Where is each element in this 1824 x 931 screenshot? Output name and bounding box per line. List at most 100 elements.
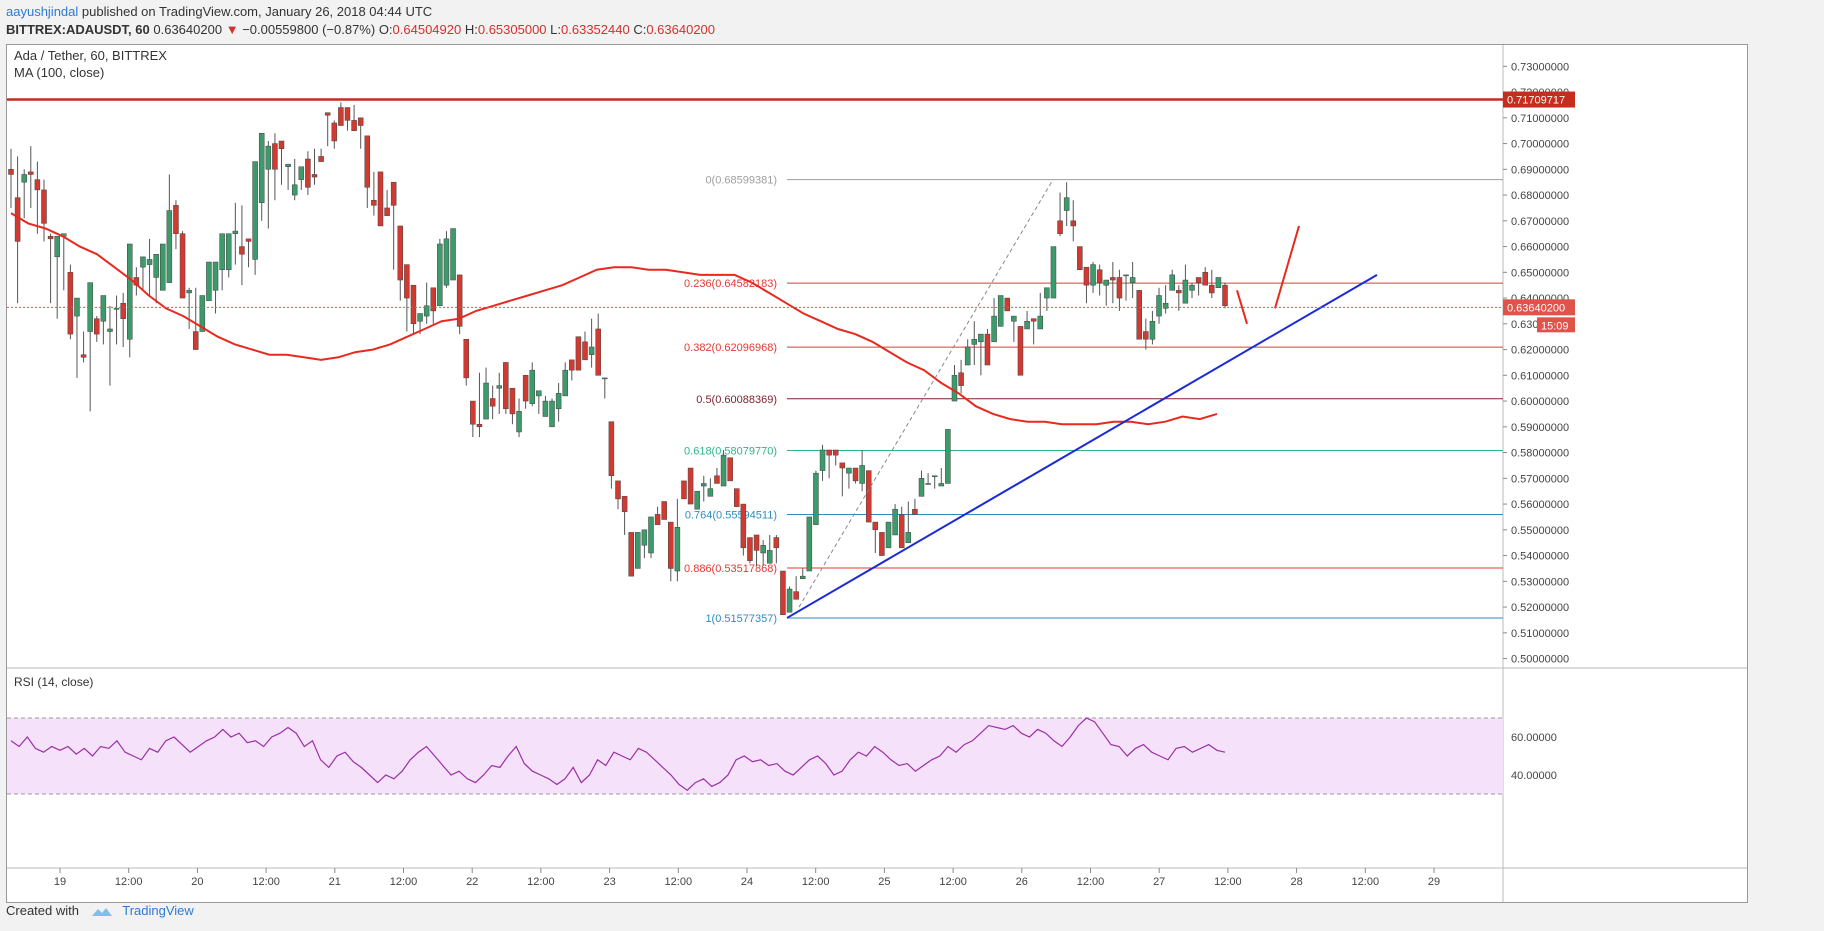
- y-tick-label: 0.73000000: [1511, 61, 1569, 73]
- candle-body: [417, 313, 423, 322]
- candle-body: [443, 238, 450, 286]
- candle-body: [311, 174, 318, 178]
- change-arrow-icon: ▼: [225, 22, 239, 37]
- price-change: −0.00559800 (−0.87%): [242, 22, 376, 37]
- candle-body: [786, 588, 793, 613]
- candle-body: [245, 238, 252, 242]
- candle-body: [34, 179, 41, 191]
- y-tick-label: 0.58000000: [1511, 448, 1569, 460]
- candle-body: [582, 341, 588, 361]
- candle-body: [872, 521, 879, 531]
- candle-body: [463, 339, 469, 379]
- candle-body: [318, 156, 324, 162]
- candle-body: [483, 382, 489, 420]
- candle-body: [991, 315, 997, 343]
- candle-body: [1215, 277, 1222, 289]
- candle-body: [1222, 284, 1228, 307]
- candle-body: [179, 233, 186, 299]
- candle-body: [192, 331, 199, 350]
- x-tick-label: 20: [191, 876, 203, 888]
- x-tick-label: 12:00: [252, 876, 280, 888]
- candle-body: [397, 225, 404, 281]
- published-text: published on TradingView.com, January 26…: [81, 4, 433, 19]
- candle-body: [1083, 266, 1090, 286]
- y-tick-label: 0.50000000: [1511, 654, 1569, 666]
- y-tick-label: 0.59000000: [1511, 422, 1569, 434]
- x-tick-label: 28: [1290, 876, 1302, 888]
- candle-body: [120, 302, 126, 319]
- x-tick-label: 12:00: [1214, 876, 1242, 888]
- resistance-price-tag: [1503, 91, 1575, 108]
- ohlc-open-value: 0.64504920: [392, 22, 462, 37]
- candle-body: [206, 261, 212, 301]
- candle-body: [879, 532, 885, 556]
- x-tick-label: 24: [741, 876, 753, 888]
- fib-anchor-line: [798, 179, 1054, 608]
- ma-100-line: [10, 212, 1218, 426]
- candle-body: [615, 480, 621, 500]
- candle-body: [1123, 274, 1129, 277]
- candle-body: [450, 228, 456, 281]
- x-tick-label: 12:00: [115, 876, 143, 888]
- chart-panel[interactable]: 0.730000000.720000000.710000000.70000000…: [6, 44, 1748, 903]
- candle-body: [635, 532, 641, 569]
- symbol-label: BITTREX:ADAUSDT, 60: [6, 22, 150, 37]
- candle-body: [1176, 290, 1182, 294]
- ohlc-close-label: C:: [633, 22, 647, 37]
- candle-body: [799, 575, 806, 579]
- candle-body: [166, 210, 173, 283]
- candle-body: [1070, 220, 1076, 227]
- candle-body: [529, 369, 535, 404]
- candle-body: [1209, 284, 1215, 294]
- x-tick-label: 12:00: [390, 876, 418, 888]
- ohlc-close-value: 0.63640200: [646, 22, 716, 37]
- candle-body: [80, 354, 87, 358]
- candle-body: [1024, 320, 1030, 330]
- candle-body: [674, 526, 681, 572]
- candle-body: [1156, 295, 1162, 317]
- y-tick-label: 0.65000000: [1511, 267, 1569, 279]
- candle-body: [1103, 279, 1109, 286]
- candle-body: [681, 480, 687, 500]
- projection-down-stroke: [1236, 290, 1248, 325]
- candle-body: [212, 261, 219, 291]
- candle-body: [1030, 318, 1037, 322]
- fib-level-label: 0.618(0.58079770): [684, 446, 777, 458]
- candle-body: [1182, 279, 1189, 304]
- candle-body: [1116, 277, 1123, 299]
- candle-body: [1162, 302, 1169, 309]
- y-tick-label: 0.62000000: [1511, 345, 1569, 357]
- candle-body: [978, 333, 984, 343]
- candle-body: [588, 346, 595, 355]
- x-tick-label: 22: [466, 876, 478, 888]
- tradingview-brand-link[interactable]: TradingView: [122, 903, 194, 918]
- candle-body: [351, 120, 357, 131]
- candle-body: [140, 256, 146, 268]
- candle-body: [1110, 277, 1116, 281]
- candle-body: [608, 421, 615, 476]
- candle-body: [324, 112, 331, 116]
- footer: Created with TradingView: [6, 903, 194, 929]
- rsi-label: RSI (14, close): [14, 675, 93, 689]
- candle-body: [898, 514, 905, 549]
- candle-body: [661, 501, 667, 520]
- candle-body: [377, 171, 384, 227]
- candle-body: [113, 308, 120, 310]
- candle-body: [1096, 269, 1103, 283]
- candle-body: [1004, 297, 1011, 312]
- candle-body: [1011, 315, 1017, 322]
- candle-body: [67, 272, 74, 335]
- y-tick-label: 0.68000000: [1511, 190, 1569, 202]
- publish-header: aayushjindal published on TradingView.co…: [0, 0, 1824, 44]
- candle-body: [404, 264, 410, 299]
- author-link[interactable]: aayushjindal: [6, 4, 79, 19]
- price-chart[interactable]: 0.730000000.720000000.710000000.70000000…: [7, 45, 1747, 902]
- chart-title: Ada / Tether, 60, BITTREX: [14, 48, 167, 63]
- candle-body: [522, 375, 529, 402]
- candle-body: [1169, 274, 1175, 291]
- candle-body: [727, 457, 733, 482]
- countdown-tag: [1537, 317, 1575, 333]
- candle-body: [912, 508, 918, 515]
- ohlc-high-value: 0.65305000: [477, 22, 547, 37]
- candle-body: [100, 295, 107, 322]
